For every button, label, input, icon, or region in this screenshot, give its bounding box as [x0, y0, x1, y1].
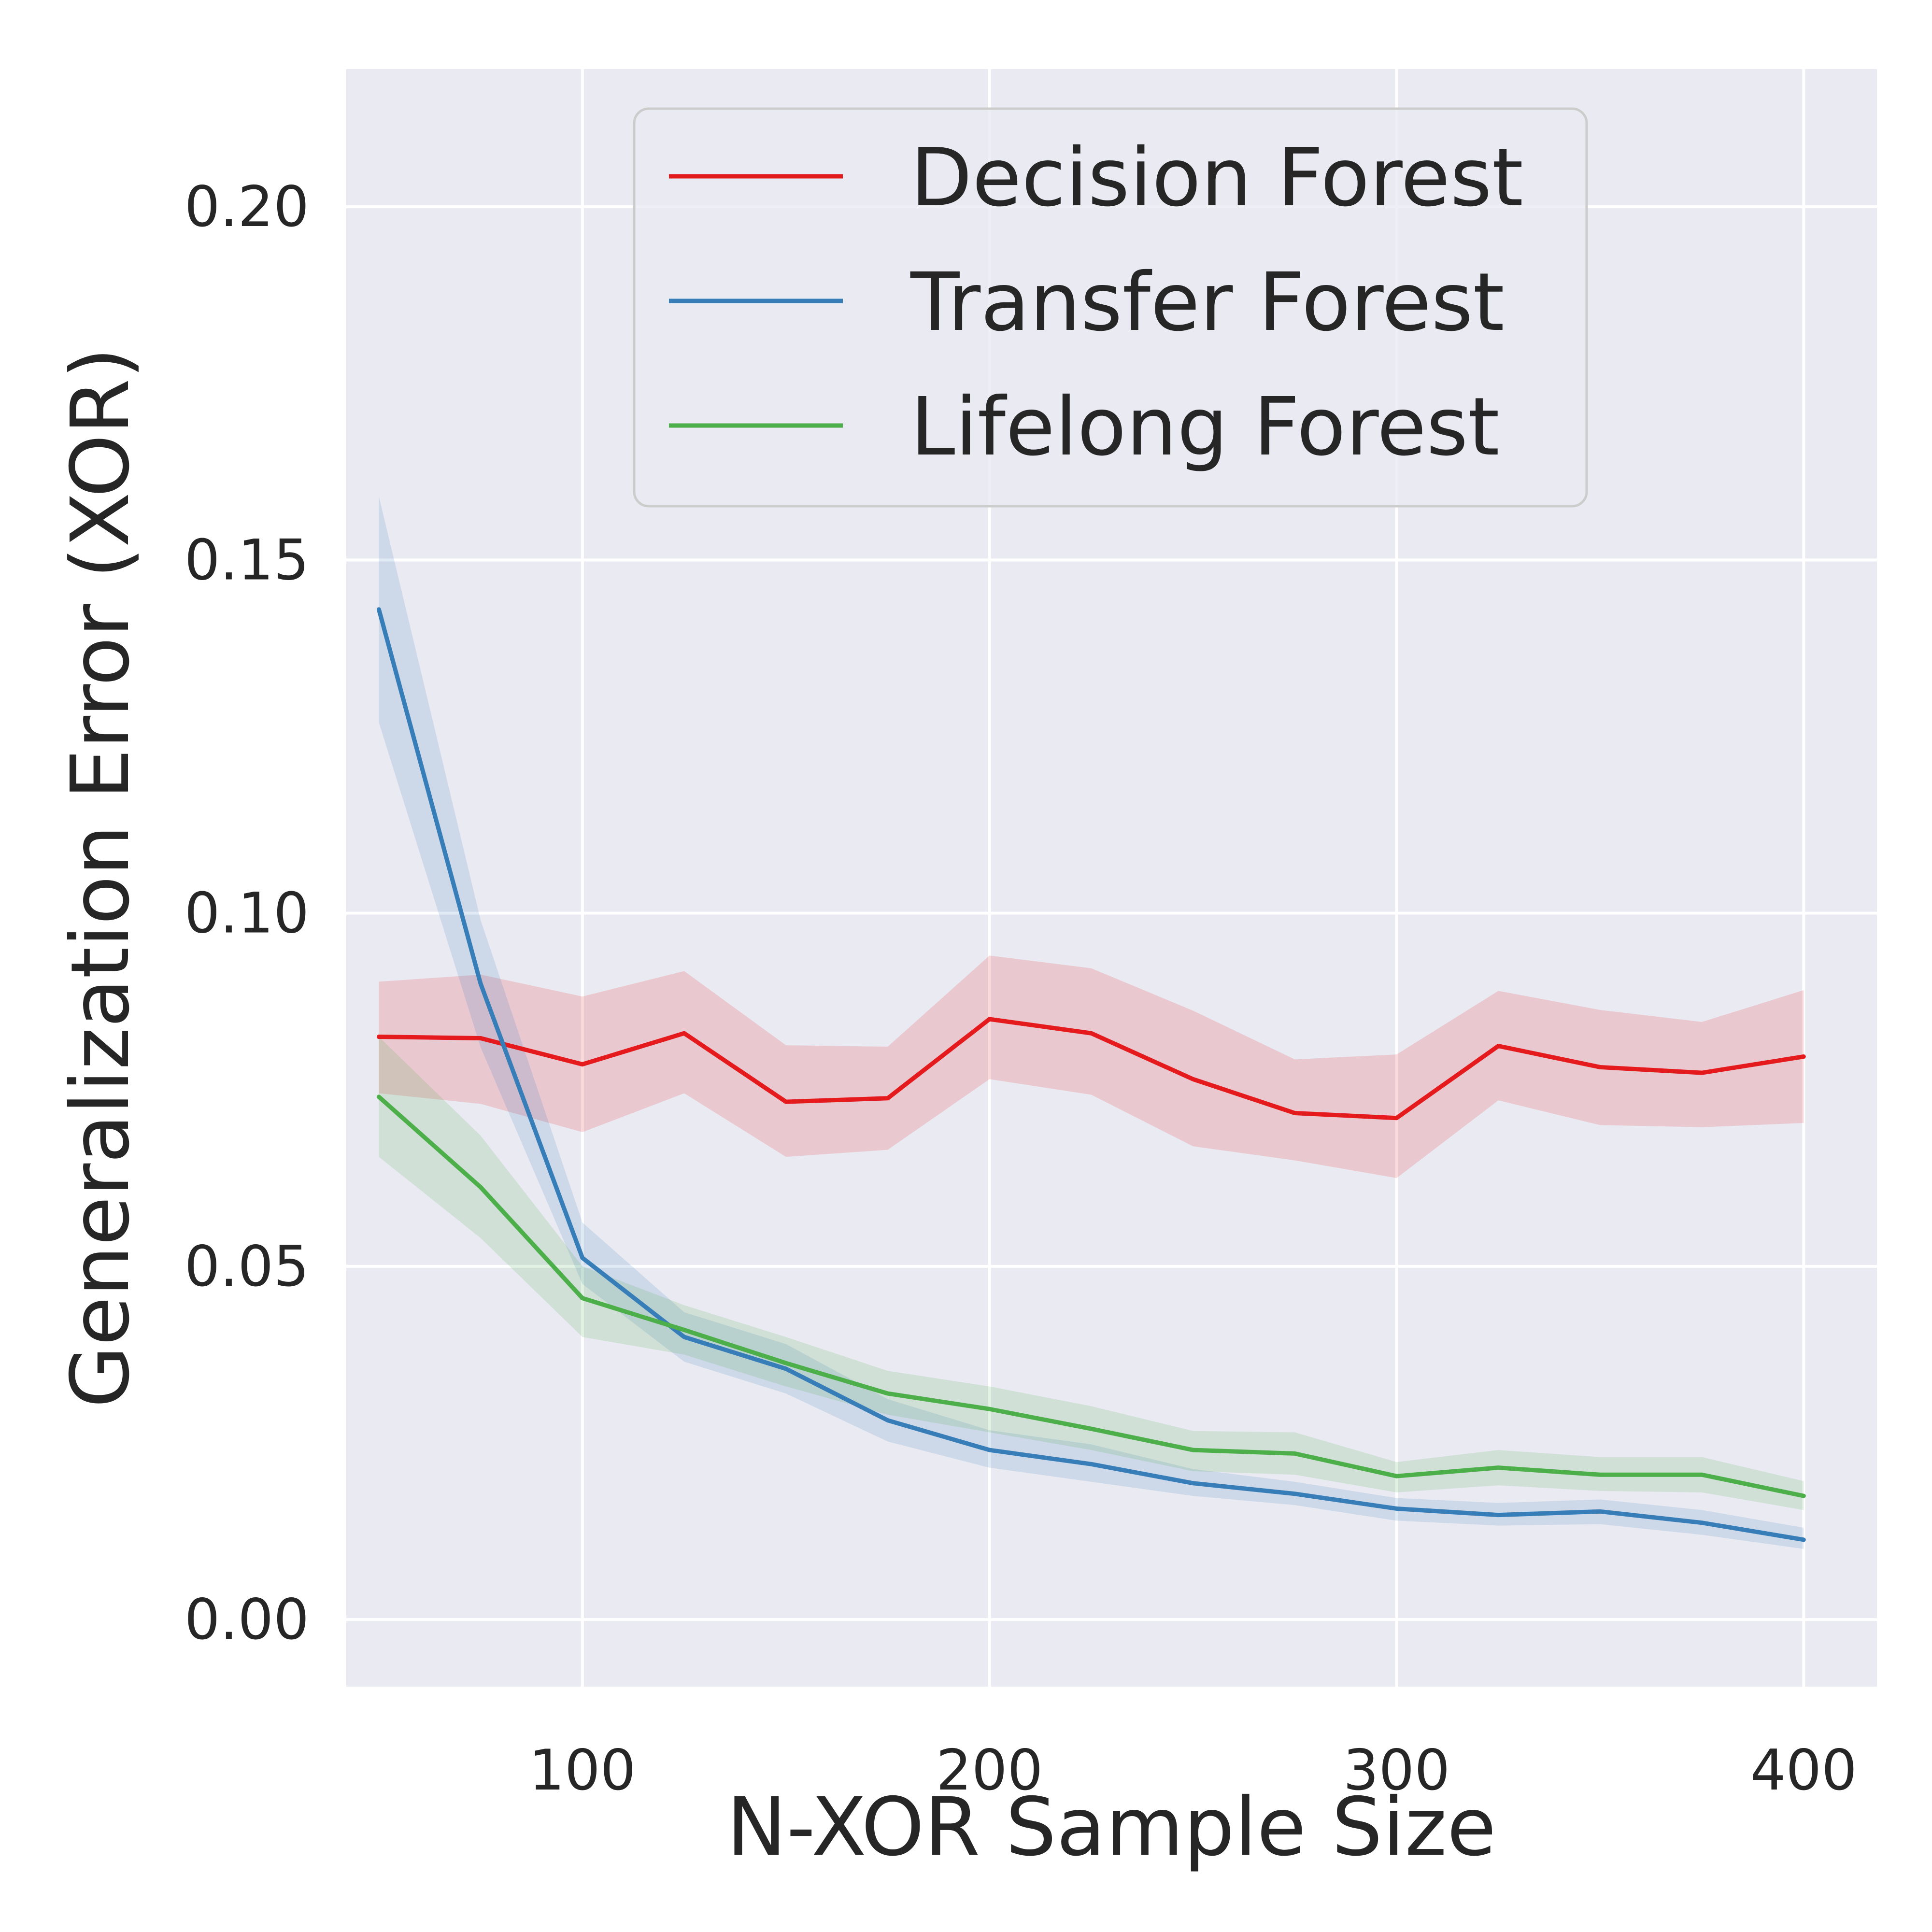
- series-lines: [376, 607, 1806, 1542]
- y-tick-label: 0.15: [185, 527, 309, 593]
- lifelong-forest-line: [376, 1094, 1806, 1498]
- y-tick-label: 0.05: [185, 1234, 309, 1299]
- decision-forest-confidence-band: [379, 955, 1804, 1179]
- lifelong-forest-legend-label: Lifelong Forest: [910, 381, 1500, 474]
- legend-box: [633, 107, 1588, 508]
- y-axis-title: Generalization Error (XOR): [54, 347, 147, 1408]
- x-axis-title: N-XOR Sample Size: [726, 1781, 1496, 1874]
- y-tick-label: 0.10: [185, 881, 309, 946]
- x-tick-label: 100: [529, 1738, 636, 1803]
- x-tick-label: 400: [1750, 1738, 1857, 1803]
- x-tick-label: 200: [936, 1738, 1043, 1803]
- y-tick-label: 0.20: [185, 174, 309, 240]
- lifelong-forest-confidence-band: [379, 1037, 1804, 1510]
- decision-forest-legend-label: Decision Forest: [910, 131, 1523, 225]
- grid: [346, 69, 1877, 1687]
- legend: Decision Forest Transfer Forest Lifelong F…: [633, 107, 1588, 508]
- y-tick-labels: 0.00 0.05 0.10 0.15 0.20: [185, 174, 309, 1652]
- decision-forest-line: [376, 1017, 1806, 1121]
- confidence-bands: [379, 496, 1804, 1549]
- transfer-forest-legend-label: Transfer Forest: [910, 256, 1505, 349]
- x-tick-labels: 100 200 300 400: [529, 1738, 1857, 1803]
- y-tick-label: 0.00: [185, 1587, 309, 1652]
- transfer-forest-line: [376, 607, 1806, 1542]
- x-tick-label: 300: [1343, 1738, 1450, 1803]
